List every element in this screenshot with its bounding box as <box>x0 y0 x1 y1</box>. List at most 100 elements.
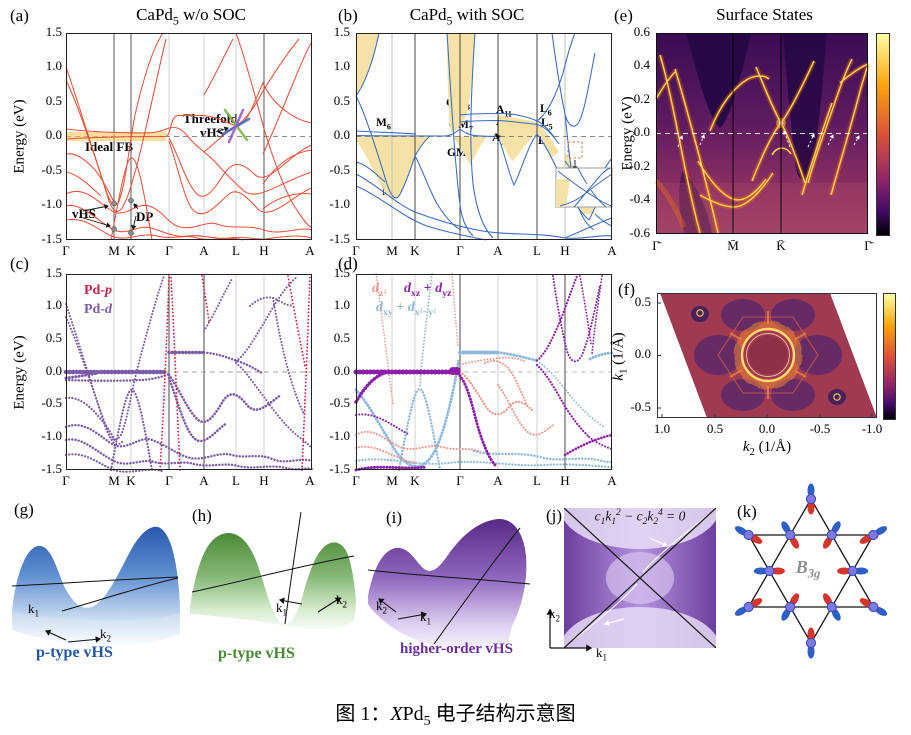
legend-dxy-dx2y2: dxy + dx²−y² <box>376 300 437 318</box>
contour-arrow <box>649 537 669 547</box>
spokes <box>729 311 807 399</box>
panel-f-tag: (f) <box>618 280 635 299</box>
panel-e-title: Surface States <box>716 5 813 24</box>
f-xtick: -1.0 <box>861 421 883 436</box>
annotation-arrows <box>79 126 229 230</box>
legend-dz2: dz² <box>372 281 387 299</box>
dark-pockets <box>694 299 842 411</box>
a-xtick: K <box>126 243 136 258</box>
a-xtick: Γ <box>165 243 173 258</box>
d-ytick: 0.0 <box>333 363 350 378</box>
c-xtick: L <box>232 473 240 488</box>
k1-axis-arrow <box>44 629 67 641</box>
a-ytick: 1.5 <box>45 24 62 39</box>
c-ytick: 1.0 <box>45 297 62 312</box>
pd-p-bands <box>159 275 311 471</box>
f-ytick: -0.5 <box>630 399 651 414</box>
c-ytick: -0.5 <box>41 395 62 410</box>
c-xtick: A <box>199 473 209 488</box>
figure-caption: 图 1：XPd5 电子结构示意图 <box>335 703 576 729</box>
e-ytick: -0.2 <box>629 158 650 173</box>
c-ytick: 0.5 <box>45 330 62 345</box>
a-xtick: Γ <box>62 243 70 258</box>
f-xtick: -0.5 <box>809 421 831 436</box>
greek-arrows <box>677 130 860 148</box>
orbitals-and-atoms <box>734 483 888 659</box>
c-xtick: K <box>126 473 136 488</box>
b-ytick: -1.5 <box>329 231 350 246</box>
orbital-band-structure-c <box>63 274 314 473</box>
f-xtick: 0.0 <box>758 421 776 436</box>
d-xtick: A <box>493 473 503 488</box>
c-ytick: -1.5 <box>41 461 62 476</box>
c-xtick: H <box>259 473 269 488</box>
b-xtick: L <box>533 243 541 258</box>
fermi-surface-heatmap <box>657 293 877 418</box>
panel-i-tag: (i) <box>386 508 403 527</box>
d-ytick: -1.5 <box>329 461 350 476</box>
a-ytick: -0.5 <box>41 162 62 177</box>
f-ytick: 0.0 <box>634 346 651 361</box>
fermi-ring <box>740 327 796 383</box>
h-k2-label: k2 <box>336 592 348 610</box>
b-ytick: 0.5 <box>333 93 350 108</box>
e-ytick: 0.0 <box>633 124 650 139</box>
e-ytick: -0.6 <box>629 225 650 240</box>
g-k2-label: k2 <box>100 626 112 644</box>
d-xtick: K <box>410 473 420 488</box>
colorbar <box>876 33 890 236</box>
b-xtick: Γ <box>352 243 360 258</box>
a-ytick: -1.5 <box>41 231 62 246</box>
d-ytick: 1.0 <box>333 297 350 312</box>
b-xtick: M <box>386 243 398 258</box>
legend-pd-p: Pd-p <box>84 283 112 298</box>
j-k1-label: k1 <box>596 645 608 663</box>
c-xtick: A <box>305 473 315 488</box>
saddle-surface-purple <box>367 518 531 650</box>
zoom-region-box <box>567 141 583 159</box>
h-vhs-label: p-type vHS <box>218 645 295 662</box>
panel-c-ylabel: Energy (eV) <box>11 335 28 410</box>
lattice-bonds <box>747 497 875 645</box>
d-xtick: H <box>560 473 570 488</box>
panel-a-tag: (a) <box>10 6 29 25</box>
i-vhs-label: higher-order vHS <box>400 641 513 657</box>
k2-axis-arrow <box>67 636 102 643</box>
zoom-inset <box>555 167 613 208</box>
panel-k-tag: (k) <box>737 502 757 521</box>
d-xtick: L <box>533 473 541 488</box>
panel-b-tag: (b) <box>338 6 358 25</box>
panel-a-title: CaPd5 w/o SOC <box>136 5 246 28</box>
e-ytick: 0.4 <box>633 57 650 72</box>
j-k2-label: k2 <box>549 606 561 624</box>
a-xtick: A <box>199 243 209 258</box>
kagome-lattice-orbitals <box>734 483 888 659</box>
band-structure-a <box>65 32 313 241</box>
panel-a-ylabel: Energy (eV) <box>11 99 28 174</box>
b-xtick: A <box>493 243 503 258</box>
c-ytick: 1.5 <box>45 265 62 280</box>
colorbar <box>883 293 896 420</box>
f-xtick: 1.0 <box>653 421 671 436</box>
k1-axis-arrow <box>397 611 428 620</box>
panel-c-tag: (c) <box>10 254 29 273</box>
d-xtick: A <box>607 473 617 488</box>
i-k2-label: k2 <box>376 598 388 616</box>
panel-e-tag: (e) <box>614 6 633 25</box>
legend-pd-d: Pd-d <box>84 302 112 317</box>
b-xtick: H <box>560 243 570 258</box>
b-xtick: K <box>410 243 420 258</box>
delta-pocket <box>691 306 709 322</box>
pd-d-bands <box>63 275 314 473</box>
saddle-surface-green <box>190 511 356 630</box>
a-ytick: 0.5 <box>45 93 62 108</box>
b-ytick: 1.0 <box>333 58 350 73</box>
d-xtick: M <box>386 473 398 488</box>
d-xtick: Γ <box>352 473 360 488</box>
c-xtick: Γ <box>62 473 70 488</box>
higher-order-vhs-contour <box>546 508 716 652</box>
dz2-bands <box>355 273 554 465</box>
a-xtick: A <box>305 243 315 258</box>
d-ytick: 1.5 <box>333 265 350 280</box>
